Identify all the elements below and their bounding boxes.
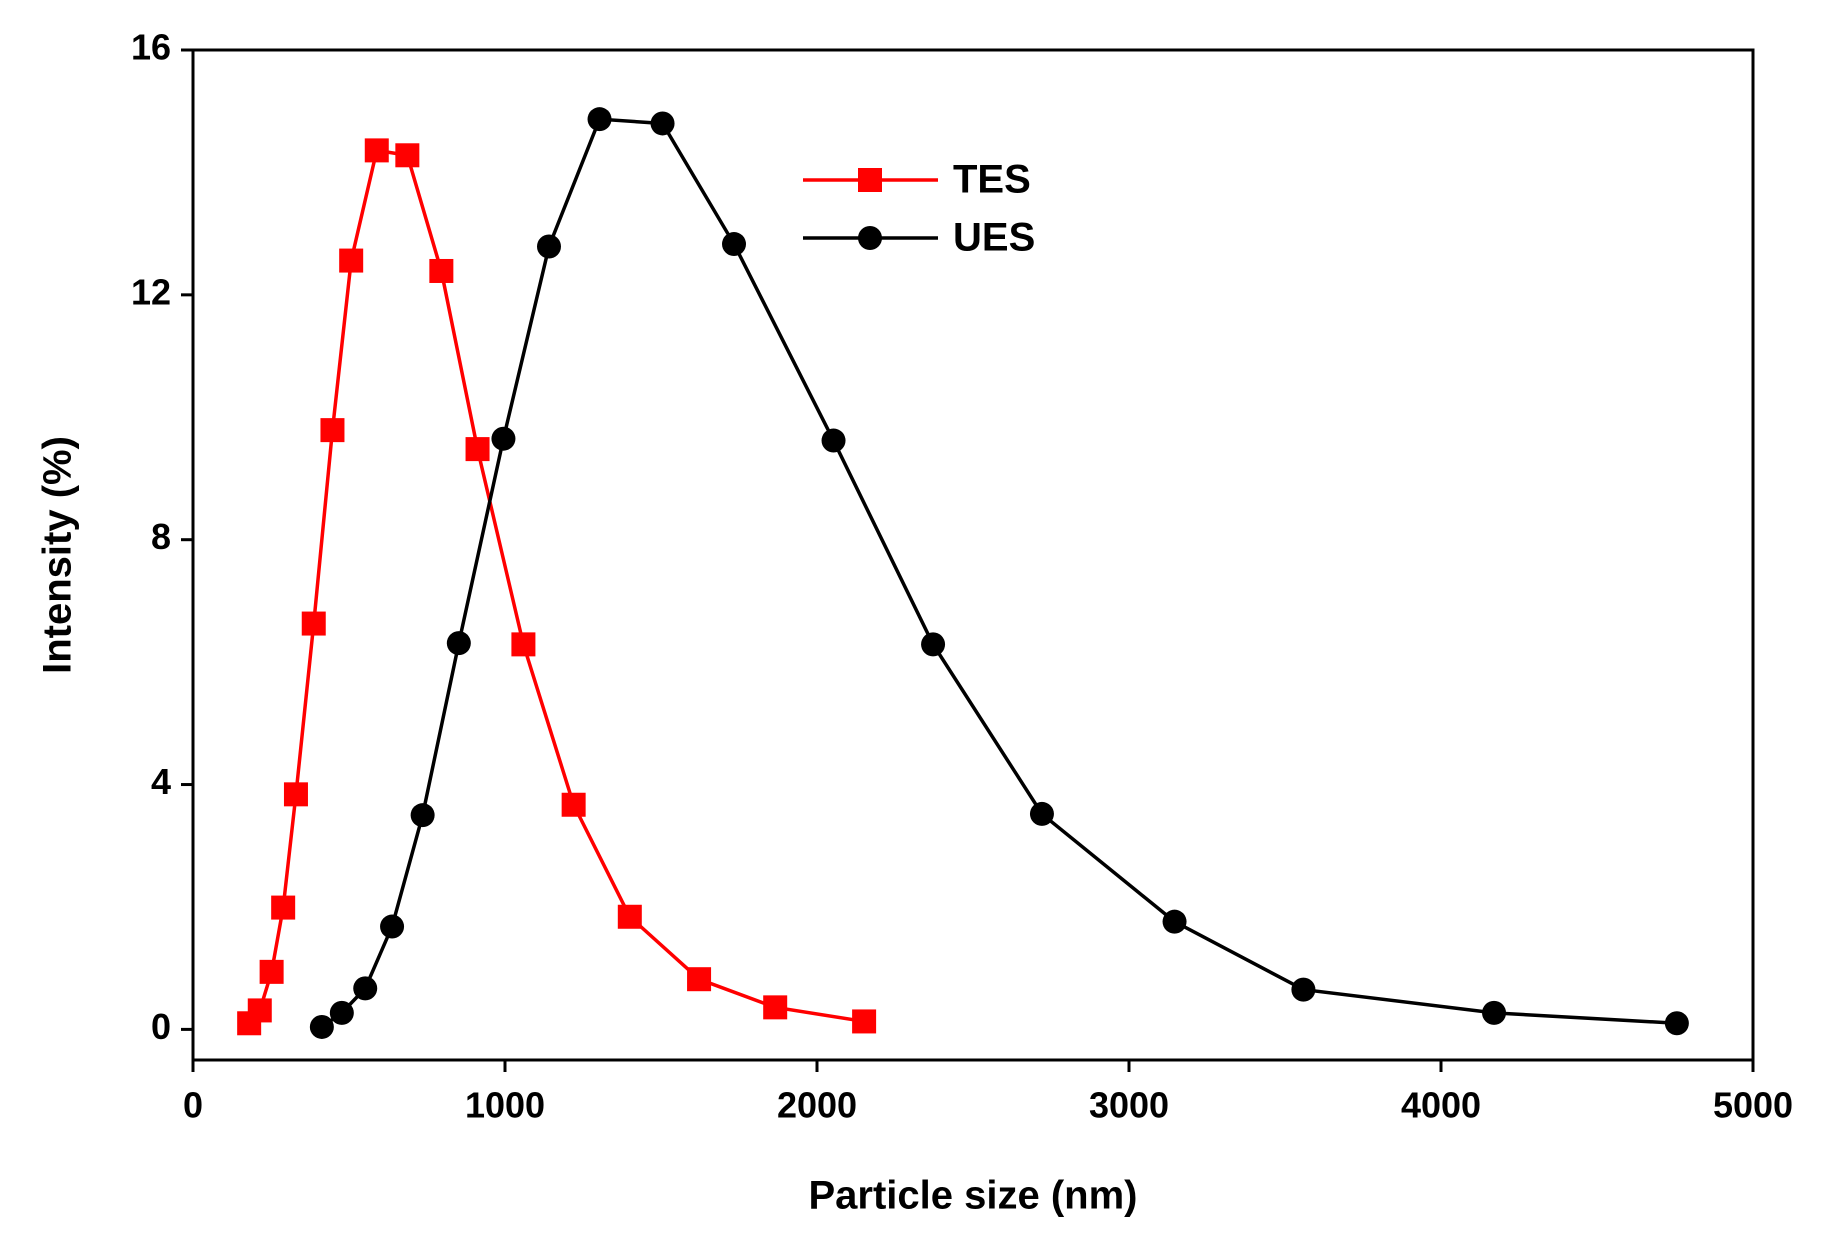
y-tick-label: 16 [131, 27, 171, 68]
x-tick-label: 1000 [465, 1085, 545, 1126]
x-axis-label: Particle size (nm) [808, 1174, 1137, 1218]
data-point [852, 1009, 877, 1034]
data-point [320, 418, 345, 443]
data-point [491, 426, 516, 451]
data-point [247, 998, 272, 1023]
data-point [364, 138, 389, 163]
data-point [271, 895, 296, 920]
data-point [921, 632, 946, 657]
series-line [247, 148, 865, 1025]
legend-marker [858, 168, 882, 192]
data-point [511, 632, 536, 657]
y-tick-label: 0 [151, 1006, 171, 1047]
data-point [587, 107, 612, 132]
data-point [309, 1014, 334, 1039]
legend-text: UES [953, 216, 1035, 260]
data-point [1162, 909, 1187, 934]
data-point [1291, 977, 1316, 1002]
data-point [1482, 1000, 1507, 1025]
plot-frame [191, 48, 1755, 1062]
x-tick-label: 3000 [1089, 1085, 1169, 1126]
data-point [380, 914, 405, 939]
data-point [353, 976, 378, 1001]
y-tick-label: 4 [151, 761, 171, 802]
x-tick-label: 4000 [1401, 1085, 1481, 1126]
data-point [722, 232, 747, 257]
data-point [650, 111, 675, 136]
legend-marker [858, 226, 882, 250]
data-point [395, 143, 420, 168]
data-point [821, 428, 846, 453]
data-point [617, 904, 642, 929]
x-tick-label: 2000 [777, 1085, 857, 1126]
data-point [465, 437, 490, 462]
data-point [283, 782, 308, 807]
data-point [1664, 1011, 1689, 1036]
data-point [329, 1000, 354, 1025]
data-point [1029, 801, 1054, 826]
x-tick-label: 5000 [1713, 1085, 1793, 1126]
y-tick-label: 8 [151, 516, 171, 557]
x-tick-label: 0 [183, 1085, 203, 1126]
data-point [561, 792, 586, 817]
data-point [410, 803, 435, 828]
legend-text: TES [953, 158, 1031, 202]
data-point [301, 611, 326, 636]
data-point [536, 234, 561, 259]
data-point [687, 967, 712, 992]
y-tick-label: 12 [131, 271, 171, 312]
data-point [339, 248, 364, 273]
data-point [763, 995, 788, 1020]
y-axis-label: Intensity (%) [36, 436, 80, 674]
data-point [259, 959, 284, 984]
data-point [429, 258, 454, 283]
data-point [446, 631, 471, 656]
